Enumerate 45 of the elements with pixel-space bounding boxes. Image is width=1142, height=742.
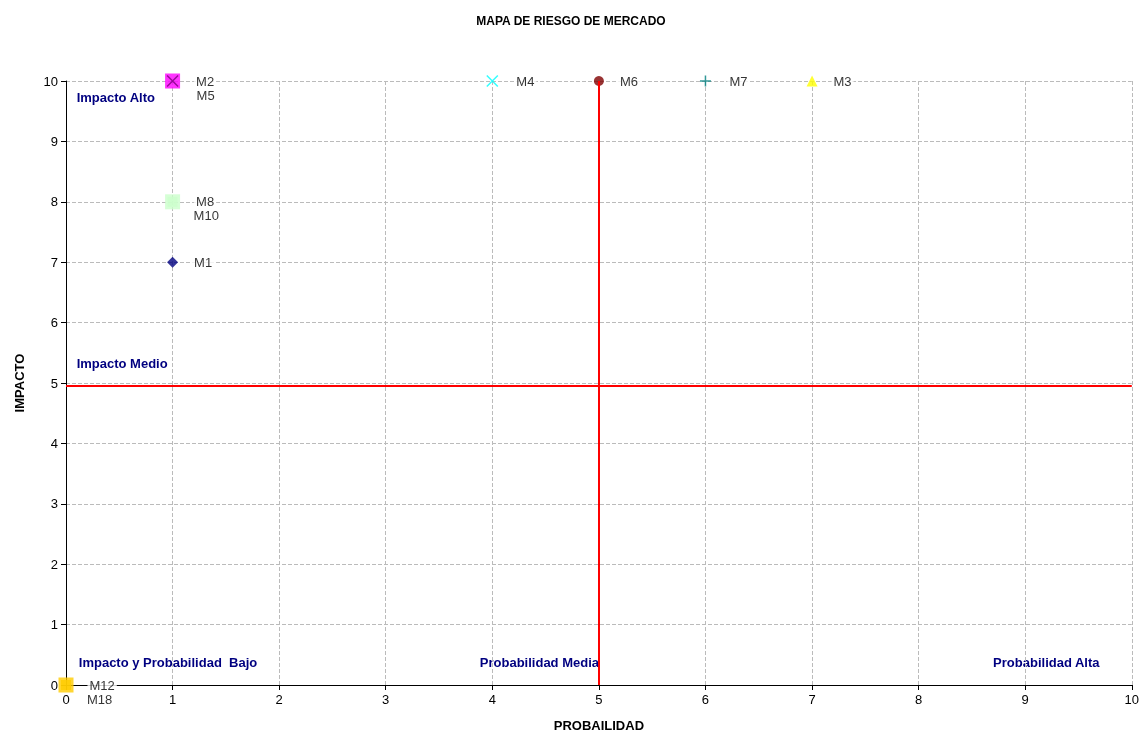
annotation: Probabilidad Alta [993,654,1101,670]
series-label: M8 [196,194,215,210]
series-label: M2 [196,73,215,89]
x-tick-label: 6 [701,692,710,707]
series-label: M12 [89,677,115,693]
annotation: Impacto Medio [76,355,168,371]
y-tick-label: 9 [50,133,58,149]
point [806,75,818,87]
y-tick-label: 5 [50,375,58,391]
series-label: M18 [87,691,113,707]
y-tick-label: 1 [50,617,58,633]
y-tick-label: 6 [50,315,58,331]
y-tick-label: 0 [50,677,58,693]
series-label: M1 [194,254,213,270]
x-axis-title: PROBAILIDAD [553,718,645,733]
y-tick-label: 8 [50,194,58,210]
series-label: M6 [619,73,638,89]
x-tick-label: 3 [382,692,390,707]
annotation: Impacto Alto [76,90,155,106]
point [699,74,712,88]
point [486,74,499,88]
annotation: Impacto y Probabilidad Bajo [78,654,258,670]
series-label: M3 [833,73,852,89]
x-tick-label: 5 [595,692,603,707]
y-tick-label: 10 [43,73,58,89]
y-axis-title: IMPACTO [12,353,27,413]
series-label: M5 [196,87,215,103]
y-tick-label: 3 [50,496,58,512]
x-tick-label: 9 [1021,692,1029,707]
x-tick-label: 1 [168,692,177,707]
annotation: Probabilidad Media [479,654,600,670]
x-tick-label: 10 [1124,692,1139,707]
x-tick-label: 8 [915,692,923,707]
y-tick-label: 7 [50,254,58,270]
chart-title: MAPA DE RIESGO DE MERCADO [476,14,666,28]
y-tick-label: 4 [50,435,58,451]
series-label: M10 [193,208,219,224]
x-tick-label: 4 [488,692,496,707]
x-tick-label: 7 [808,692,816,707]
y-tick-label: 2 [50,556,58,572]
x-tick-label: 0 [62,692,70,707]
x-tick-label: 2 [275,692,283,707]
series-label: M4 [516,73,535,89]
series-label: M7 [729,73,748,89]
point [167,256,179,268]
